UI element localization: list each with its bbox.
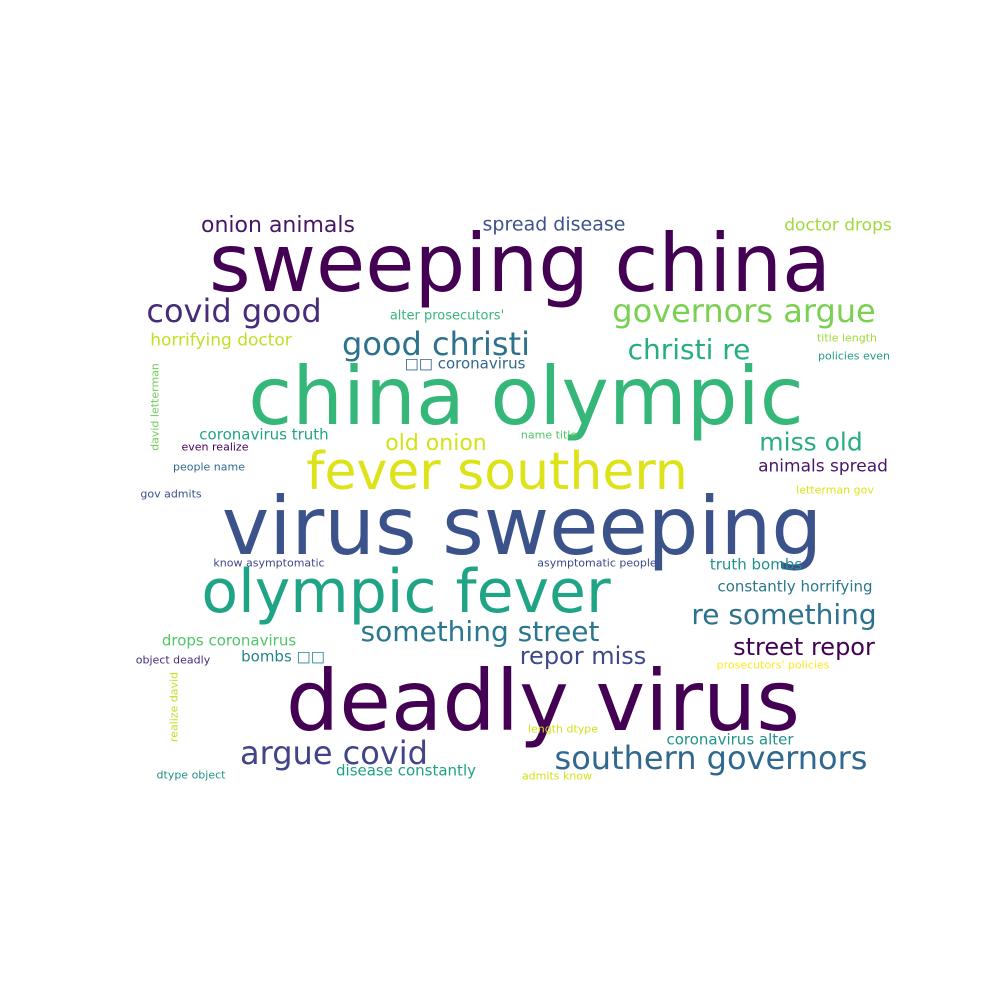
word-spread-disease: spread disease: [482, 213, 626, 236]
word-length-dtype: length dtype: [527, 722, 599, 736]
word-policies-even: policies even: [818, 349, 890, 363]
word-something-street: something street: [360, 615, 600, 648]
word-old-onion: old onion: [385, 431, 487, 456]
word-covid-good: covid good: [146, 292, 322, 330]
word-miss-old: miss old: [759, 427, 863, 457]
word-squares-coronavirus: □□ coronavirus: [404, 354, 526, 373]
word-letterman-gov: letterman gov: [796, 483, 874, 497]
word-re-something: re something: [691, 598, 877, 631]
word-governors-argue: governors argue: [612, 292, 876, 330]
word-constantly-horrifying: constantly horrifying: [717, 577, 873, 596]
word-repor-miss: repor miss: [519, 642, 647, 670]
word-alter-prosecutors: alter prosecutors': [389, 308, 505, 324]
word-even-realize: even realize: [181, 440, 249, 454]
word-people-name: people name: [173, 460, 245, 474]
word-doctor-drops: doctor drops: [784, 215, 892, 236]
word-christi-re: christi re: [627, 333, 751, 366]
word-coronavirus-alter: coronavirus alter: [666, 730, 794, 749]
word-virus-sweeping: virus sweeping: [221, 480, 823, 573]
word-argue-covid: argue covid: [240, 734, 428, 772]
word-name-title: name title: [520, 428, 578, 442]
word-bombs-squares: bombs □□: [241, 647, 325, 666]
word-truth-bombs: truth bombs: [709, 555, 803, 574]
word-fever-southern: fever southern: [306, 442, 688, 502]
word-object-deadly: object deadly: [135, 653, 211, 667]
word-prosecutors-policies: prosecutors' policies: [716, 658, 830, 672]
word-dtype-object: dtype object: [156, 768, 226, 782]
word-know-asymptomatic: know asymptomatic: [213, 556, 325, 570]
word-asymptomatic-people: asymptomatic people: [537, 556, 657, 570]
word-street-repor: street repor: [733, 633, 875, 661]
word-gov-admits: gov admits: [140, 487, 202, 501]
word-realize-david: realize david: [167, 671, 181, 743]
word-drops-coronavirus: drops coronavirus: [161, 631, 297, 650]
word-onion-animals: onion animals: [201, 213, 355, 238]
word-china-olympic: china olympic: [248, 350, 804, 443]
word-good-christi: good christi: [342, 325, 530, 363]
word-deadly-virus: deadly virus: [285, 652, 801, 750]
word-horrifying-doctor: horrifying doctor: [150, 330, 292, 351]
word-admits-know: admits know: [521, 769, 593, 783]
word-sweeping-china: sweeping china: [208, 217, 832, 310]
word-coronavirus-truth: coronavirus truth: [199, 425, 329, 444]
word-animals-spread: animals spread: [758, 456, 888, 477]
word-title-length: title length: [816, 331, 878, 345]
word-david-letterman: david letterman: [148, 363, 162, 451]
word-southern-governors: southern governors: [554, 739, 868, 777]
word-olympic-fever: olympic fever: [201, 557, 611, 627]
word-disease-constantly: disease constantly: [336, 761, 476, 780]
